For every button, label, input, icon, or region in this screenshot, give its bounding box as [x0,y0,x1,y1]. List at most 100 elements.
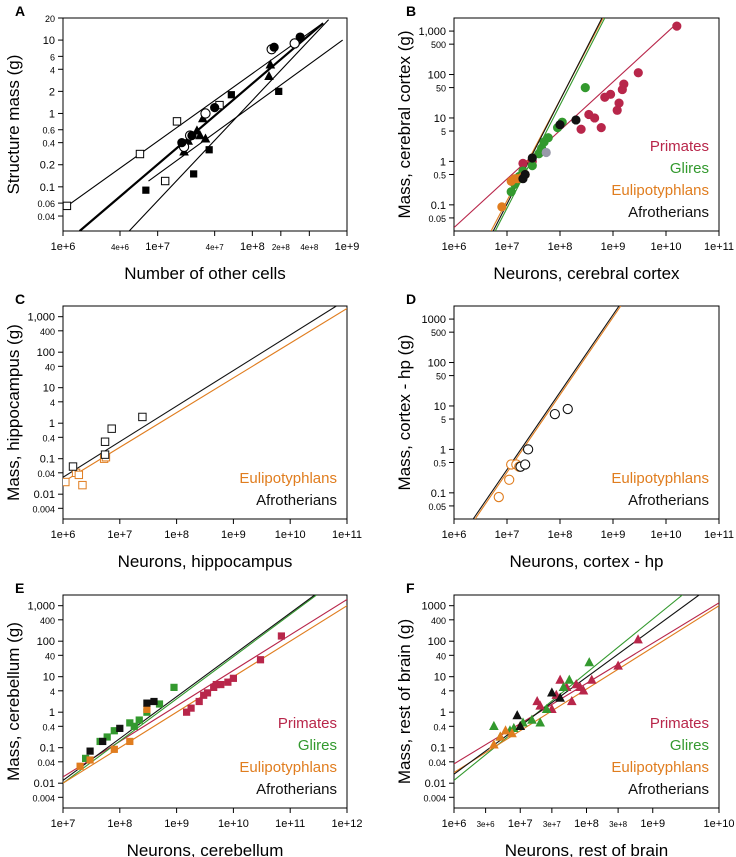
y-tick-label: 1,000 [27,601,55,613]
y-tick-label: 0.01 [425,778,446,790]
point-primates [596,122,606,133]
legend-entry: Eulipotyphlans [239,470,337,487]
point-afrotherians [519,459,531,470]
x-tick-label: 1e+9 [601,529,626,541]
fit-line [78,22,324,231]
point-afrotherians [549,408,561,420]
fit-line [128,19,330,231]
panel-c: C1e+6 1e+7 1e+8 1e+9 1e+10 1e+111,00040010040… [4,291,362,571]
x-tick-label: 1e+7 [508,818,533,830]
x-tick-label: 1e+10 [275,529,306,541]
x-tick-label: 1e+11 [704,241,734,253]
point-afrotherians [522,444,534,455]
point-filled-circle [210,103,220,113]
point-primates [672,21,682,31]
fit-lines [472,306,622,519]
y-tick-label: 0.1 [431,488,446,500]
point-filled-triangle [195,130,205,140]
x-tick-label: 1e+11 [704,529,734,541]
x-tick-label: 1e+9 [640,818,665,830]
point-glires [130,722,138,730]
point-primates [633,634,643,644]
point-primates [229,674,238,682]
y-tick-label: 0.5 [433,170,446,180]
y-tick-label: 0.5 [433,458,446,468]
point-primates [224,678,232,686]
point-eulipotyphlans [63,477,70,487]
y-tick-label: 20 [45,14,55,24]
y-tick-label: 4 [50,398,55,408]
x-tick-label: 1e+10 [651,241,682,253]
point-primates [619,79,629,89]
panel-letter: E [15,580,24,596]
point-afrotherians [68,462,78,471]
point-glires [558,681,569,692]
fit-line [63,595,317,784]
x-tick-label: 4e+6 [111,243,130,252]
fit-line [63,308,347,483]
y-tick-label: 0.4 [42,433,55,443]
x-tick-label: 1e+8 [548,241,573,253]
y-tick-label: 100 [428,70,446,82]
plot-frame [453,305,720,520]
point-eulipotyphlans [495,731,506,741]
y-tick-label: 0.04 [428,758,446,768]
plot-frame [62,305,348,520]
y-tick-label: 1,000 [418,26,446,38]
x-tick-label: 4e+8 [300,243,319,252]
data-markers [489,634,643,749]
legend-entry: Afrotherians [628,781,709,798]
point-primates [586,674,597,684]
fit-line [63,595,316,781]
x-tick-label: 1e+7 [51,818,76,830]
point-filled-square [142,186,150,194]
y-tick-label: 0.01 [34,489,55,501]
y-tick-label: 0.004 [32,793,55,803]
y-tick-label: 1 [49,707,55,719]
data-markers [497,21,682,212]
point-glires [564,674,575,684]
legend-entry: Afrotherians [628,204,709,221]
x-tick-label: 1e+9 [601,241,626,253]
y-axis-label: Mass, cerebral cortex (g) [395,31,414,219]
point-afrotherians [99,737,107,746]
point-primates [195,697,203,706]
point-open-circle [200,108,211,119]
panel-a: A 1e+6 4e+6 1e+7 4e+7 1e+8 2e+8 4e+8 1e+9 20 10 6 4 2… [4,3,359,283]
point-afrotherians [100,437,110,446]
y-tick-label: 1 [49,108,55,120]
point-eulipotyphlans [86,756,94,764]
legend-entry: Afrotherians [256,781,337,798]
point-glires [527,714,537,724]
x-tick-label: 1e+7 [145,241,170,253]
point-eulipotyphlans [489,739,499,749]
y-tick-label: 10 [434,113,446,125]
y-axis-label: Structure mass (g) [4,55,23,195]
y-tick-label: 100 [37,347,55,359]
point-glires [541,703,552,714]
point-afrotherians [150,697,158,706]
x-tick-label: 1e+9 [164,818,189,830]
point-afrotherians [138,412,147,422]
panel-letter: A [15,3,25,19]
point-primates [578,685,589,695]
point-eulipotyphlans [497,202,507,212]
x-axis-label: Neurons, rest of brain [505,841,668,857]
point-glires [580,82,590,93]
point-primates [555,674,565,684]
y-axis-label: Mass, hippocampus (g) [4,324,23,501]
y-tick-label: 100 [37,636,55,648]
fit-line [148,39,343,182]
point-glires [170,683,178,691]
y-tick-label: 500 [431,328,446,338]
y-tick-label: 1000 [422,601,446,613]
fit-line [454,23,678,228]
data-markers [76,632,286,770]
y-tick-label: 4 [441,687,446,697]
legend-entry: Eulipotyphlans [239,759,337,776]
y-tick-label: 100 [428,358,446,370]
point-afrotherians [562,403,573,415]
point-primates [256,656,265,664]
point-afrotherians [100,450,110,459]
x-tick-label: 3e+7 [543,820,562,829]
